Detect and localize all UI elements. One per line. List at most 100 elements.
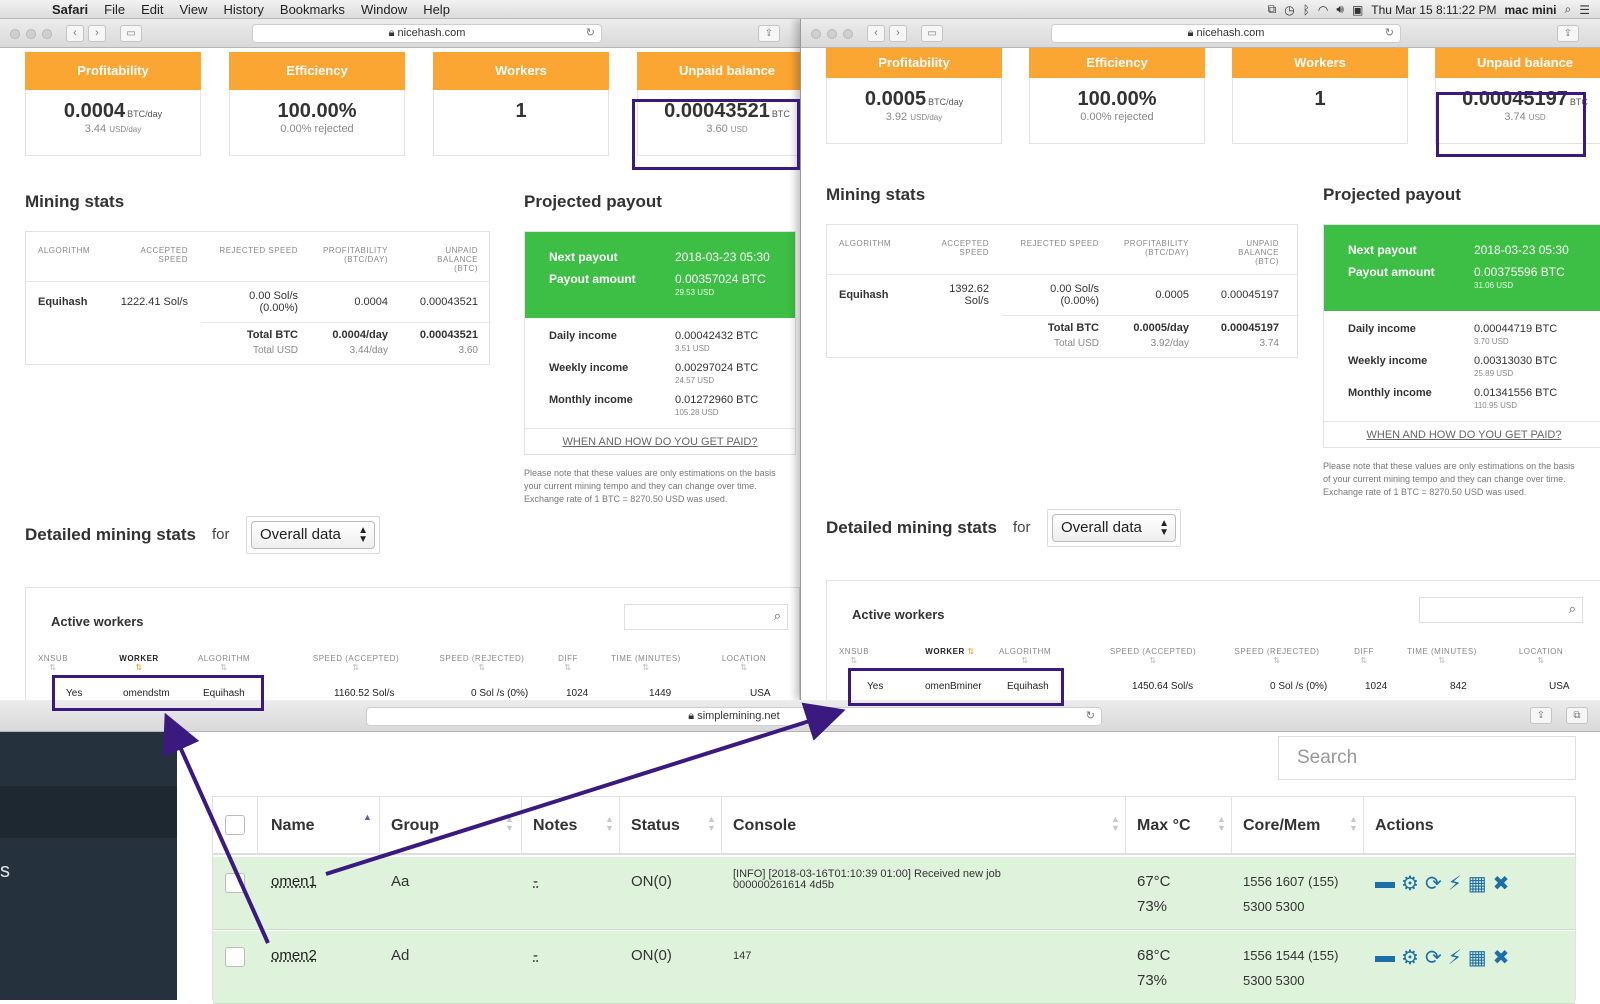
th-status[interactable]: Status — [631, 817, 680, 834]
spotlight-icon[interactable]: ⌕ — [1564, 2, 1572, 16]
gear-icon[interactable]: ⚙ — [1401, 873, 1419, 895]
rig-name-link[interactable]: omen2 — [271, 947, 317, 964]
menu-help[interactable]: Help — [423, 1, 450, 17]
lightning-icon[interactable]: ⚡︎ — [1447, 873, 1462, 895]
row-checkbox[interactable] — [225, 873, 245, 893]
qr-code-icon[interactable]: ▦ — [1467, 873, 1487, 895]
wth-speed-rejected[interactable]: SPEED (REJECTED) ⇅ — [439, 654, 525, 672]
tabs-icon[interactable]: ⧉ — [1566, 707, 1588, 724]
sort-icon[interactable]: ▲ ▼ — [707, 814, 716, 833]
reload-icon[interactable]: ⟳ — [1424, 873, 1442, 895]
rig-group: Ad — [391, 947, 410, 964]
when-paid-link[interactable]: WHEN AND HOW DO YOU GET PAID? — [1324, 421, 1600, 447]
sort-icon[interactable]: ▲ ▼ — [605, 814, 614, 833]
sort-icon[interactable]: ▲ ▼ — [1217, 814, 1226, 833]
rig-notes[interactable]: - — [533, 873, 538, 890]
active-workers-title: Active workers — [852, 607, 945, 622]
th-core-mem[interactable]: Core/Mem — [1243, 817, 1321, 834]
bottom-browser-window: 🔒︎ simplemining.net ↻ ⇪ ⧉ s Search Name ▲… — [0, 700, 1600, 1004]
share-icon[interactable]: ⇪ — [1530, 707, 1552, 724]
wth-location[interactable]: LOCATION ⇅ — [1518, 647, 1564, 665]
wth-location[interactable]: LOCATION ⇅ — [721, 654, 767, 672]
lightning-icon[interactable]: ⚡︎ — [1447, 947, 1462, 969]
screen-icon[interactable]: ⧉ — [1267, 2, 1277, 16]
menu-history[interactable]: History — [223, 1, 264, 17]
wth-algorithm[interactable]: ALGORITHM ⇅ — [998, 647, 1052, 665]
wth-worker[interactable]: WORKER ⇅ — [119, 654, 159, 672]
forward-button[interactable]: › — [88, 25, 106, 42]
wth-time[interactable]: TIME (MINUTES) ⇅ — [611, 654, 681, 672]
workers-search-input[interactable]: ⌕ — [624, 604, 788, 630]
sort-icon[interactable]: ▲ ▼ — [1111, 814, 1120, 833]
reload-icon[interactable]: ↻ — [585, 27, 595, 39]
sort-asc-icon[interactable]: ▲ — [363, 812, 372, 822]
right-address-bar[interactable]: 🔒︎ nicehash.com ↻ — [1051, 24, 1401, 43]
menu-bookmarks[interactable]: Bookmarks — [279, 1, 345, 17]
select-all-checkbox[interactable] — [225, 815, 245, 835]
th-max-temp[interactable]: Max °C — [1137, 817, 1191, 834]
right-window-controls[interactable] — [811, 29, 853, 39]
close-icon[interactable]: ✖ — [1492, 947, 1510, 969]
notification-icon[interactable]: ☰ — [1579, 2, 1590, 17]
menu-window[interactable]: Window — [360, 1, 408, 17]
rig-name-link[interactable]: omen1 — [271, 873, 317, 890]
left-window-controls[interactable] — [10, 29, 52, 39]
row-checkbox[interactable] — [225, 947, 245, 967]
rig-notes[interactable]: - — [533, 947, 538, 964]
wth-time[interactable]: TIME (MINUTES) ⇅ — [1407, 647, 1477, 665]
th-name[interactable]: Name — [271, 817, 315, 834]
forward-button[interactable]: › — [889, 25, 907, 42]
sidebar-item-label[interactable]: s — [0, 860, 10, 882]
share-icon[interactable]: ⇪ — [758, 25, 780, 42]
wth-speed-accepted[interactable]: SPEED (ACCEPTED) ⇅ — [1109, 647, 1197, 665]
qr-code-icon[interactable]: ▦ — [1467, 947, 1487, 969]
data-range-select[interactable]: Overall data ▲ ▼ — [246, 516, 380, 554]
menu-view[interactable]: View — [179, 1, 208, 17]
wth-diff[interactable]: DIFF ⇅ — [1354, 647, 1374, 665]
menu-app[interactable]: Safari — [52, 1, 89, 17]
wth-xnsub[interactable]: XNSUB ⇅ — [838, 647, 870, 665]
rigs-search-input[interactable]: Search — [1278, 736, 1576, 780]
wth-worker[interactable]: WORKER ⇅ — [925, 647, 975, 656]
sidebar-active-item[interactable] — [0, 786, 177, 838]
close-icon[interactable]: ✖ — [1492, 873, 1510, 895]
th-notes[interactable]: Notes — [533, 817, 578, 834]
when-paid-link[interactable]: WHEN AND HOW DO YOU GET PAID? — [525, 428, 795, 454]
menubar-user[interactable]: mac mini — [1504, 2, 1557, 17]
wth-speed-accepted[interactable]: SPEED (ACCEPTED) ⇅ — [312, 654, 400, 672]
reload-icon[interactable]: ⟳ — [1424, 947, 1442, 969]
time-machine-icon[interactable]: ◷ — [1284, 2, 1295, 17]
display-icon[interactable]: ▣ — [1351, 2, 1364, 17]
volume-icon[interactable]: 🔊︎ — [1336, 2, 1344, 16]
share-icon[interactable]: ⇪ — [1557, 25, 1579, 42]
wth-speed-rejected[interactable]: SPEED (REJECTED) ⇅ — [1234, 647, 1320, 665]
wth-algorithm[interactable]: ALGORITHM ⇅ — [197, 654, 251, 672]
menu-file[interactable]: File — [104, 1, 126, 17]
th-group[interactable]: Group — [391, 817, 439, 834]
sort-icon[interactable]: ▲ ▼ — [505, 814, 514, 833]
console-icon[interactable]: ▬ — [1375, 945, 1395, 967]
wth-xnsub[interactable]: XNSUB ⇅ — [37, 654, 69, 672]
wifi-icon[interactable]: ◠ — [1317, 2, 1329, 17]
back-button[interactable]: ‹ — [867, 25, 885, 42]
bottom-address-bar[interactable]: 🔒︎ simplemining.net ↻ — [366, 707, 1102, 726]
data-range-select[interactable]: Overall data ▲ ▼ — [1047, 509, 1181, 547]
card-sub: 3.44 — [84, 123, 107, 135]
bluetooth-icon[interactable]: ᛒ — [1302, 2, 1310, 17]
sidebar-icon[interactable]: ▭ — [120, 25, 142, 42]
reload-icon[interactable]: ↻ — [1384, 27, 1394, 39]
workers-search-input[interactable]: ⌕ — [1419, 597, 1583, 623]
worker-location: USA — [750, 688, 771, 699]
card-value: 0.0005 — [864, 88, 927, 110]
console-icon[interactable]: ▬ — [1375, 871, 1395, 893]
reload-icon[interactable]: ↻ — [1085, 710, 1095, 722]
back-button[interactable]: ‹ — [66, 25, 84, 42]
sort-icon[interactable]: ▲ ▼ — [1349, 814, 1358, 833]
gear-icon[interactable]: ⚙ — [1401, 947, 1419, 969]
menu-edit[interactable]: Edit — [141, 1, 164, 17]
th-console[interactable]: Console — [733, 817, 797, 834]
menubar-clock[interactable]: Thu Mar 15 8:11:22 PM — [1371, 2, 1497, 17]
sidebar-icon[interactable]: ▭ — [921, 25, 943, 42]
left-address-bar[interactable]: 🔒︎ nicehash.com ↻ — [252, 24, 602, 43]
wth-diff[interactable]: DIFF ⇅ — [558, 654, 578, 672]
